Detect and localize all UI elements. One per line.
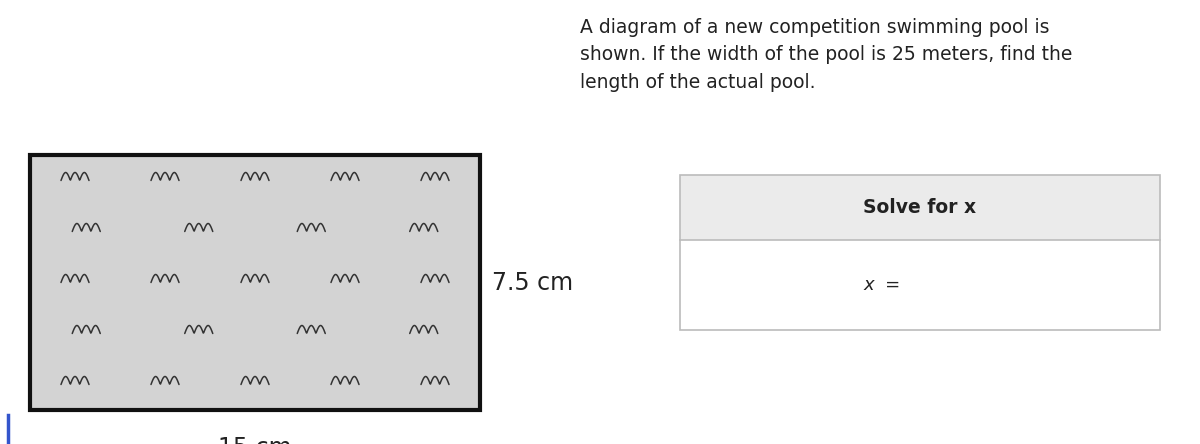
Bar xyxy=(680,175,1160,240)
Bar xyxy=(680,175,1160,330)
Bar xyxy=(680,240,1160,330)
Text: 15 cm: 15 cm xyxy=(218,436,292,444)
Bar xyxy=(30,155,480,410)
Text: x  =: x = xyxy=(863,276,900,294)
Text: A diagram of a new competition swimming pool is
shown. If the width of the pool : A diagram of a new competition swimming … xyxy=(580,18,1073,91)
Text: 7.5 cm: 7.5 cm xyxy=(492,270,574,294)
Text: Solve for x: Solve for x xyxy=(864,198,977,217)
